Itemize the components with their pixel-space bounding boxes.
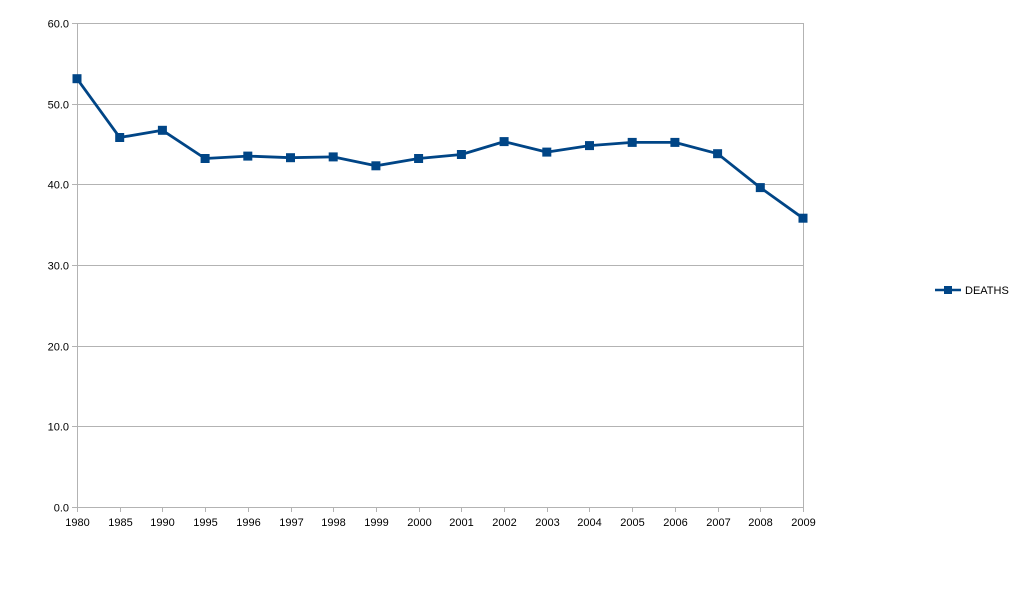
legend: DEATHS	[935, 285, 1009, 297]
x-tick-label-1995: 1995	[193, 517, 217, 529]
data-point-1999	[371, 161, 381, 171]
data-point-1980	[72, 74, 82, 84]
axes	[72, 23, 804, 512]
data-point-1990	[157, 125, 167, 135]
x-tick-label-1985: 1985	[108, 517, 132, 529]
data-point-2002	[499, 137, 509, 147]
x-tick-label-2001: 2001	[449, 517, 473, 529]
data-point-2007	[713, 149, 723, 159]
x-tick-label-2003: 2003	[535, 517, 559, 529]
y-tick-label-3: 30.0	[48, 261, 69, 273]
x-tick-label-1998: 1998	[321, 517, 345, 529]
x-tick-label-2000: 2000	[407, 517, 431, 529]
x-tick-label-1990: 1990	[150, 517, 174, 529]
x-tick-label-2009: 2009	[791, 517, 815, 529]
y-tick-label-1: 10.0	[48, 422, 69, 434]
legend-marker-square	[944, 286, 952, 294]
data-point-2004	[585, 141, 594, 151]
y-tick-label-0: 0.0	[54, 503, 69, 515]
x-tick-label-2007: 2007	[706, 517, 730, 529]
x-tick-label-1997: 1997	[279, 517, 303, 529]
x-tick-label-2002: 2002	[492, 517, 516, 529]
x-tick-label-2006: 2006	[663, 517, 687, 529]
data-point-2003	[542, 147, 552, 157]
data-point-2009	[798, 213, 808, 223]
x-tick-label-1980: 1980	[65, 517, 89, 529]
x-tick-label-2004: 2004	[577, 517, 601, 529]
data-point-1998	[328, 152, 338, 162]
data-point-1996	[243, 151, 253, 161]
data-point-2005	[627, 137, 637, 147]
grid-lines	[77, 23, 803, 508]
x-tick-label-2005: 2005	[620, 517, 644, 529]
x-axis-tick-labels: 1980 1985 1990 1995 1996 1997 1998 1999 2000 2001…	[65, 517, 815, 529]
data-point-2008	[755, 183, 765, 193]
y-tick-label-5: 50.0	[48, 100, 69, 112]
data-point-2001	[456, 150, 466, 159]
series-deaths	[72, 74, 808, 223]
x-tick-label-1999: 1999	[364, 517, 388, 529]
legend-label-deaths: DEATHS	[965, 285, 1009, 297]
y-tick-label-6: 60.0	[48, 19, 69, 31]
y-tick-label-4: 40.0	[48, 180, 69, 192]
data-point-1997	[286, 153, 295, 163]
data-point-2000	[414, 154, 424, 163]
y-tick-label-2: 20.0	[48, 342, 69, 354]
y-axis-tick-labels: 0.0 10.0 20.0 30.0 40.0 50.0 60.0	[48, 19, 69, 515]
data-point-1985	[115, 133, 125, 142]
data-point-1995	[200, 154, 210, 163]
x-tick-label-2008: 2008	[748, 517, 772, 529]
x-tick-label-1996: 1996	[236, 517, 260, 529]
data-point-2006	[670, 137, 680, 147]
series-line-deaths	[75, 77, 804, 220]
